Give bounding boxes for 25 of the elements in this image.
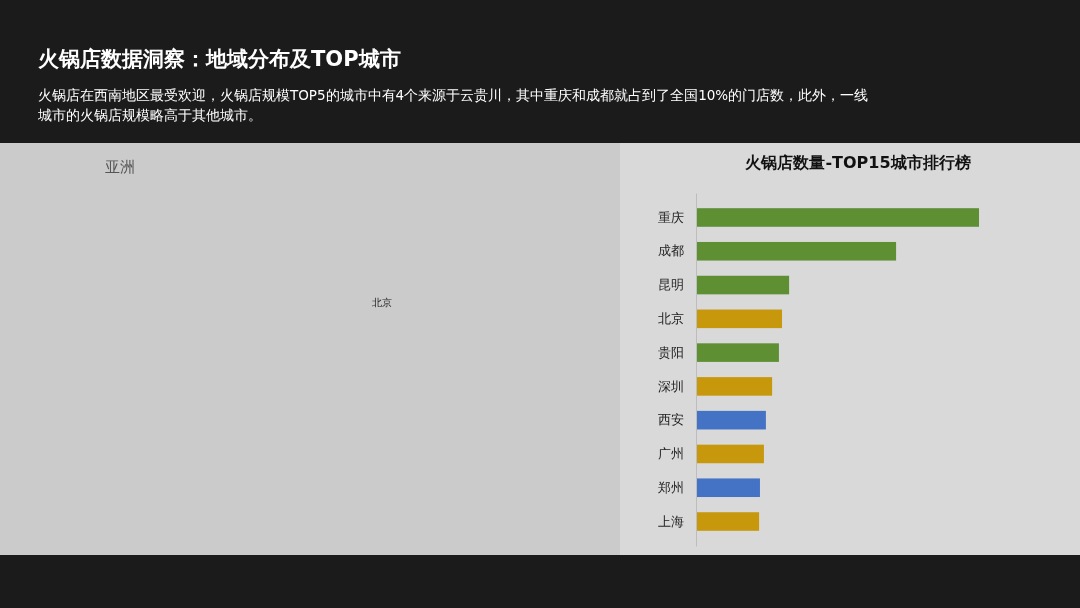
y-tick-label: 昆明: [658, 277, 684, 293]
text: 火锅店数据洞察：地域分布及TOP城市: [38, 47, 401, 71]
y-tick-label: 贵阳: [658, 344, 684, 360]
bar: [696, 241, 897, 261]
bar: [696, 309, 783, 329]
y-tick-label: 成都: [658, 243, 684, 259]
bar: [696, 275, 790, 295]
text: 亚洲: [105, 158, 135, 176]
y-tick-label: 北京: [658, 310, 684, 326]
text: 火锅店数量-TOP15城市排行榜: [745, 153, 971, 172]
text: 火锅店在西南地区最受欢迎，火锅店规模TOP5的城市中有4个来源于云贵川，其中重庆和成都就占到了全国10%的门店数，此外，一线城市的火锅店规模略高于其他城市。: [37, 87, 869, 123]
y-tick-label: 郑州: [658, 479, 684, 495]
bar: [696, 410, 766, 430]
y-tick-label: 广州: [658, 446, 684, 462]
y-tick-label: 西安: [658, 412, 684, 428]
y-tick-label: 重庆: [658, 209, 684, 225]
bar: [696, 512, 760, 531]
y-tick-label: 深圳: [658, 378, 684, 394]
bar: [696, 478, 760, 498]
bar: [696, 444, 764, 464]
bar: [696, 377, 773, 396]
text: 北京: [372, 297, 392, 308]
y-tick-label: 上海: [658, 513, 684, 529]
bar: [696, 343, 779, 362]
bar: [696, 208, 979, 227]
